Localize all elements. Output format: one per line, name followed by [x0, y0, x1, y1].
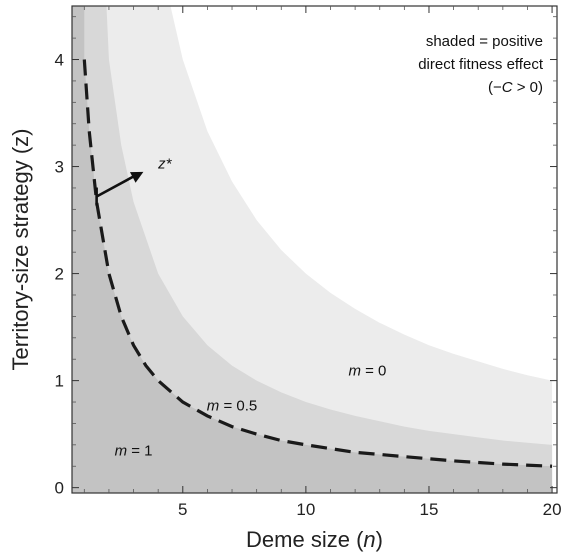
region-m-1 — [72, 6, 553, 493]
legend-note-line: direct fitness effect — [418, 56, 544, 73]
legend-note-line: shaded = positive — [426, 33, 543, 50]
x-tick-label: 15 — [420, 500, 439, 519]
legend-note: shaded = positive direct fitness effect … — [418, 33, 544, 96]
region-m-0-5 — [72, 6, 553, 493]
arrow-shaft — [95, 173, 139, 198]
x-tick-label: 20 — [543, 500, 562, 519]
plot-frame — [71, 5, 558, 494]
axis-ticks: 5 10 15 20 0 1 2 3 4 — [55, 6, 562, 519]
annotation-zstar-label: z* — [157, 156, 173, 173]
series-line-zstar — [82, 59, 553, 468]
x-tick-label: 10 — [296, 500, 315, 519]
region-label: m = 0.5 — [207, 398, 257, 415]
y-tick-label: 4 — [55, 51, 64, 70]
region-label: m = 1 — [115, 443, 153, 460]
y-tick-label: 2 — [55, 265, 64, 284]
y-axis-title: Territory-size strategy (z) — [8, 128, 33, 370]
shaded-regions — [72, 6, 553, 493]
annotations: m = 0 m = 0.5 m = 1 z* — [95, 156, 386, 460]
arrow-head — [129, 171, 144, 183]
x-tick-label: 5 — [178, 500, 187, 519]
x-axis-title: Deme size (n) — [246, 527, 383, 552]
region-label: m = 0 — [348, 362, 386, 379]
y-tick-label: 0 — [55, 479, 64, 498]
y-tick-label: 1 — [55, 372, 64, 391]
legend-note-line: (−C > 0) — [488, 79, 543, 96]
series-layer — [82, 59, 553, 468]
y-tick-label: 3 — [55, 158, 64, 177]
